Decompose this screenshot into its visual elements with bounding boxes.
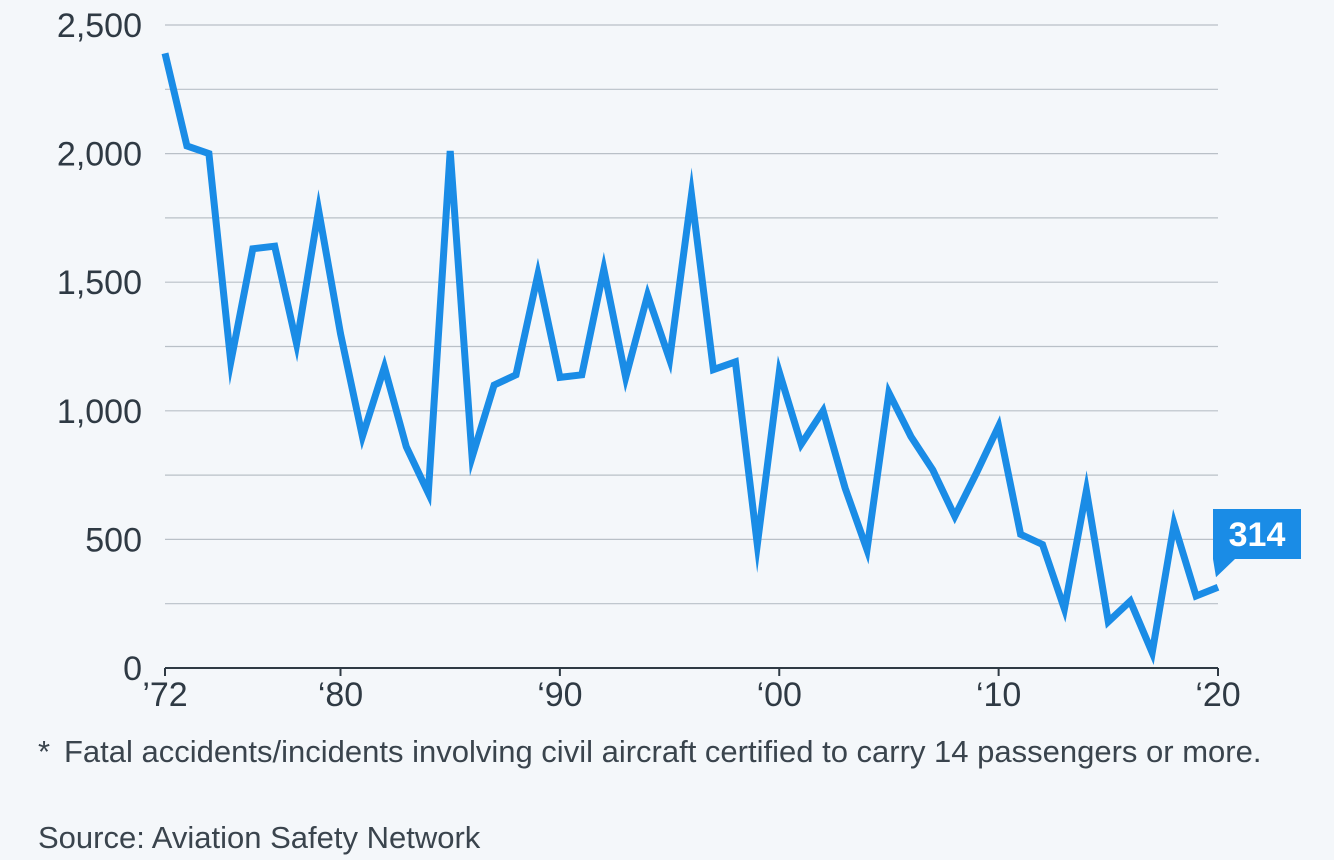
y-tick-label: 500 — [85, 521, 142, 559]
x-tick-label: ‘80 — [318, 676, 363, 714]
y-tick-label: 2,000 — [57, 136, 142, 174]
series-line — [161, 52, 1220, 665]
footnote-star: * — [38, 734, 51, 769]
x-tick-label: ‘00 — [757, 676, 802, 714]
x-tick-label: ‘90 — [537, 676, 582, 714]
value-callout-label: 314 — [1229, 516, 1286, 554]
x-tick-label: ’72 — [142, 676, 187, 714]
x-tick-label: ‘10 — [976, 676, 1021, 714]
x-tick-label: ‘20 — [1195, 676, 1240, 714]
y-tick-label: 0 — [123, 650, 142, 688]
fatalities-line-chart: 0 500 1,000 1,500 2,000 2,500 ’72 ‘80 ‘90 ‘00 ‘10 ‘… — [57, 7, 1301, 714]
footnote: * Fatal accidents/incidents involving civ… — [38, 730, 1298, 774]
source-note: Source: Aviation Safety Network — [38, 820, 481, 855]
y-tick-label: 1,500 — [57, 264, 142, 302]
value-callout-box — [1213, 509, 1301, 578]
y-tick-label: 1,000 — [57, 393, 142, 431]
y-tick-label: 2,500 — [57, 7, 142, 45]
footnote-text: Fatal accidents/incidents involving civi… — [64, 734, 1262, 769]
